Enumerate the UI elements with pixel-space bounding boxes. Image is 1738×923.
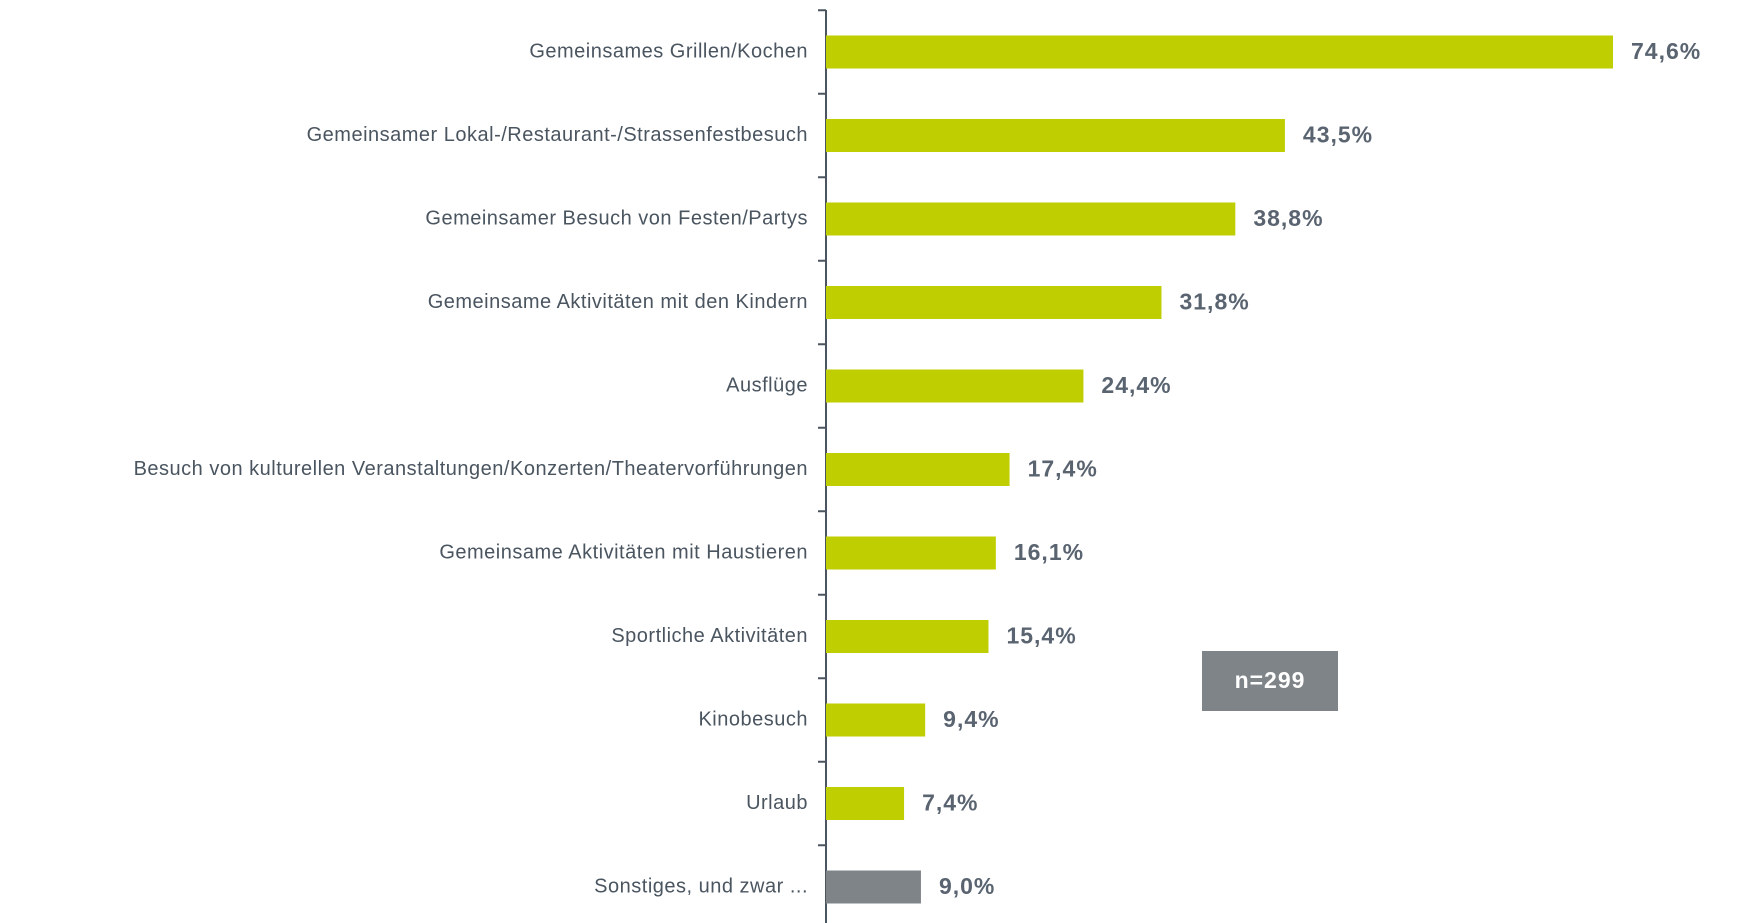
category-label: Kinobesuch — [698, 708, 808, 730]
bar — [826, 536, 996, 570]
category-label: Gemeinsame Aktivitäten mit den Kindern — [428, 291, 808, 313]
value-label: 74,6% — [1631, 38, 1701, 64]
bar — [826, 369, 1084, 403]
category-label: Sportliche Aktivitäten — [611, 625, 808, 647]
category-label: Gemeinsamer Lokal-/Restaurant-/Strassenf… — [307, 124, 808, 146]
bar — [826, 620, 989, 653]
category-label: Sonstiges, und zwar ... — [594, 875, 808, 897]
value-label: 16,1% — [1014, 539, 1084, 565]
bar — [826, 202, 1236, 236]
bar — [826, 119, 1285, 152]
value-label: 15,4% — [1006, 623, 1076, 649]
value-label: 43,5% — [1303, 122, 1373, 148]
category-label: Ausflüge — [726, 374, 808, 396]
category-label: Gemeinsamer Besuch von Festen/Partys — [425, 207, 808, 229]
category-label: Besuch von kulturellen Veranstaltungen/K… — [134, 458, 808, 480]
annotation-box — [1202, 651, 1338, 711]
bar — [826, 35, 1613, 69]
value-label: 24,4% — [1101, 372, 1171, 398]
value-label: 9,0% — [939, 873, 995, 899]
bar — [826, 787, 905, 820]
annotation: n=299 — [1235, 667, 1306, 693]
bar — [826, 870, 921, 904]
value-label: 38,8% — [1253, 205, 1323, 231]
value-label: 17,4% — [1028, 456, 1098, 482]
category-label: Urlaub — [746, 792, 808, 814]
value-label: 7,4% — [922, 790, 978, 816]
category-label: Gemeinsames Grillen/Kochen — [529, 40, 808, 62]
bar — [826, 703, 926, 737]
bar — [826, 453, 1010, 486]
value-label: 9,4% — [943, 706, 999, 732]
category-label: Gemeinsame Aktivitäten mit Haustieren — [439, 541, 808, 563]
bar — [826, 286, 1162, 319]
value-label: 31,8% — [1179, 289, 1249, 315]
